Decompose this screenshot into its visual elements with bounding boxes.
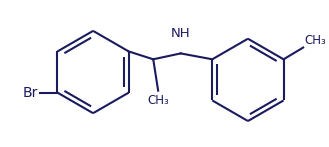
Text: NH: NH [171,27,190,40]
Text: CH₃: CH₃ [147,94,169,107]
Text: Br: Br [22,86,38,100]
Text: CH₃: CH₃ [304,34,326,47]
